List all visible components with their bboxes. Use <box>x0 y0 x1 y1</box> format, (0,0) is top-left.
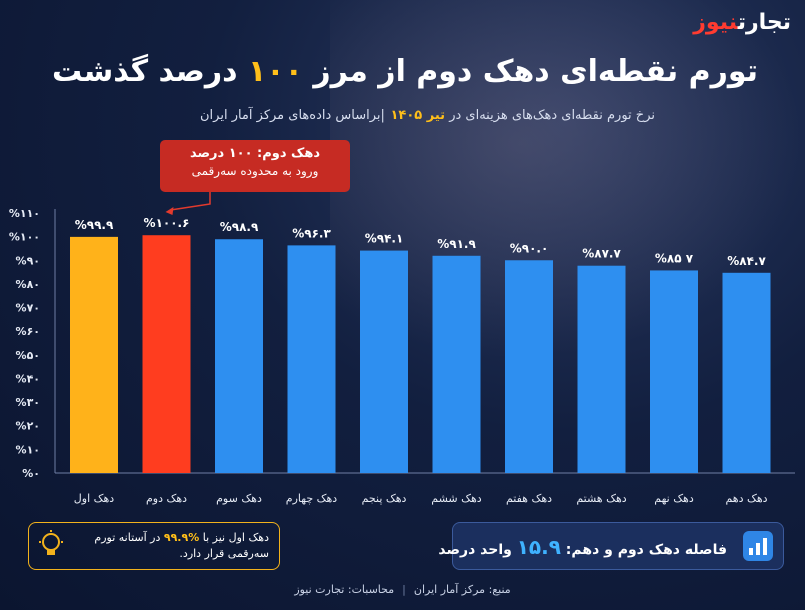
bar-value-label: %۸۷.۷ <box>582 247 621 261</box>
growth-chart-icon-glyph <box>749 538 767 555</box>
category-label: دهک هفتم <box>506 492 552 505</box>
gap-text: فاصله دهک دوم و دهم: ۱۵.۹ واحد درصد <box>438 535 727 559</box>
bar-value-label: %۹۶.۳ <box>292 226 331 240</box>
page-title: تورم نقطه‌ای دهک دوم از مرز ۱۰۰ درصد گذش… <box>20 54 790 89</box>
footer-separator: | <box>402 583 406 596</box>
subtitle: نرخ تورم نقطه‌ای دهک‌های هزینه‌ای در تیر… <box>391 108 656 123</box>
y-tick-label: %۰ <box>22 467 40 480</box>
bar <box>360 250 408 473</box>
bar-value-label: %۹۱.۹ <box>437 237 476 251</box>
bar-value-label: %۹۹.۹ <box>75 218 114 232</box>
bar <box>505 260 553 473</box>
footer: منبع: مرکز آمار ایران | محاسبات: تجارت نیو… <box>0 583 805 596</box>
gap-value: ۱۵.۹ <box>516 535 561 559</box>
callout-line1: دهک دوم: ۱۰۰ درصد <box>189 146 321 161</box>
bar-value-label: %۸۴.۷ <box>727 254 766 268</box>
callout-line2: ورود به محدوده سه‌رقمی <box>191 164 319 178</box>
category-label: دهک دوم <box>146 492 187 505</box>
category-label: دهک نهم <box>654 492 694 505</box>
title-part1: تورم نقطه‌ای دهک دوم از مرز <box>313 54 758 89</box>
y-tick-label: %۶۰ <box>16 325 40 338</box>
brand-part2: نیوز <box>693 10 738 35</box>
callout-arrowhead <box>165 207 174 215</box>
bar <box>432 255 481 473</box>
brand-part1: تجارت <box>737 10 791 35</box>
gap-text-a: فاصله دهک دوم و دهم: <box>565 542 727 558</box>
bar <box>287 245 336 473</box>
footer-source: منبع: مرکز آمار ایران <box>413 583 511 596</box>
bar <box>577 265 626 473</box>
bar <box>142 235 191 473</box>
y-tick-label: %۹۰ <box>16 254 40 267</box>
gap-text-b: واحد درصد <box>438 542 512 558</box>
y-tick-label: %۴۰ <box>16 372 40 385</box>
bar <box>215 239 263 473</box>
y-tick-label: %۱۰ <box>16 443 40 456</box>
y-tick-label: %۸۰ <box>16 278 40 291</box>
category-label: دهک دهم <box>725 492 767 505</box>
y-tick-label: %۳۰ <box>16 396 40 409</box>
growth-chart-icon <box>743 531 773 561</box>
bar-value-label: %۱۰۰.۶ <box>144 216 190 230</box>
tip-text-a: دهک اول نیز با <box>202 531 269 544</box>
bar-value-label: %۸۵ ۷ <box>655 251 694 265</box>
bar-value-label: %۹۴.۱ <box>365 232 404 246</box>
bar <box>722 272 771 473</box>
lightbulb-icon <box>39 530 63 555</box>
y-tick-label: %۷۰ <box>16 302 40 315</box>
y-tick-label: %۱۰۰ <box>9 231 40 244</box>
brand-logo: تجارتنیوز <box>693 10 791 35</box>
subtitle-part1: نرخ تورم نقطه‌ای دهک‌های هزینه‌ای در <box>449 108 655 123</box>
category-label: دهک ششم <box>431 492 481 505</box>
tip-box: دهک اول نیز با %۹۹.۹ در آستانه تورم سه‌ر… <box>28 522 280 570</box>
subtitle-separator: | <box>380 108 385 123</box>
subtitle-source: |براساس داده‌های مرکز آمار ایران <box>200 108 385 123</box>
bar <box>650 270 698 473</box>
gap-box: فاصله دهک دوم و دهم: ۱۵.۹ واحد درصد <box>438 522 784 570</box>
footer-calc: محاسبات: تجارت نیوز <box>294 583 395 596</box>
category-label: دهک سوم <box>216 492 262 505</box>
category-label: دهک هشتم <box>576 492 626 505</box>
tip-highlight: %۹۹.۹ <box>163 531 200 544</box>
callout-box: دهک دوم: ۱۰۰ درصد ورود به محدوده سه‌رقمی <box>160 140 350 192</box>
y-tick-label: %۱۱۰ <box>9 207 40 220</box>
category-label: دهک پنجم <box>362 492 407 505</box>
title-part2: درصد گذشت <box>52 54 238 89</box>
bar <box>70 236 118 473</box>
category-label: دهک چهارم <box>286 492 337 505</box>
category-label: دهک اول <box>74 492 115 505</box>
title-number: ۱۰۰ <box>247 54 303 89</box>
y-tick-label: %۵۰ <box>16 349 40 362</box>
bar-value-label: %۹۸.۹ <box>220 220 259 234</box>
tip-text: دهک اول نیز با %۹۹.۹ در آستانه تورم سه‌ر… <box>69 530 269 562</box>
subtitle-part2: براساس داده‌های مرکز آمار ایران <box>200 108 381 123</box>
callout-arrow <box>170 192 211 211</box>
bar-value-label: %۹۰.۰ <box>510 241 549 255</box>
subtitle-month: تیر ۱۴۰۵ <box>390 108 446 123</box>
y-tick-label: %۲۰ <box>16 420 40 433</box>
tip-text-b: در آستانه تورم سه‌رقمی قرار دارد. <box>94 531 269 560</box>
